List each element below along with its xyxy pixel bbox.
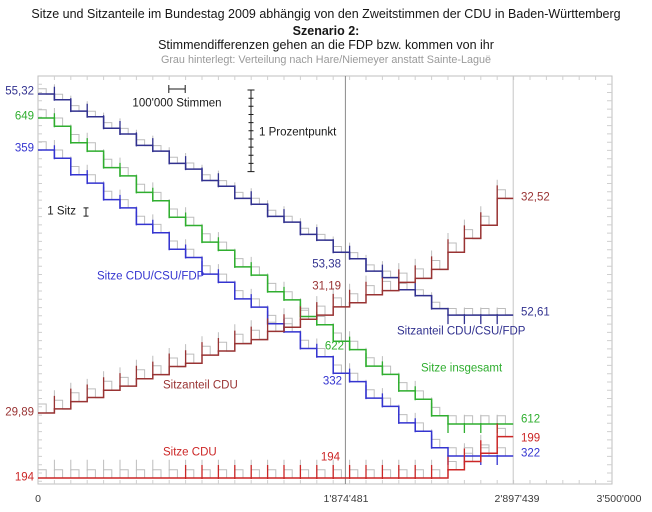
series-label-total: Sitze insgesamt [421, 362, 503, 375]
series-union-ticks [53, 145, 498, 465]
label-mid-cdu-pct: 31,19 [312, 280, 341, 293]
series-union-hare-niemeyer-ticks [53, 140, 498, 457]
series-union-hare-niemeyer-line [38, 141, 514, 457]
scenario-label: Szenario 2: [292, 24, 360, 38]
seat-scale-beam [83, 207, 89, 217]
x-tick-label-0: 0 [35, 492, 41, 505]
series-cdu_pct-hare-niemeyer-line [38, 189, 514, 414]
label-end-total: 612 [521, 413, 541, 426]
label-start-union-pct: 55,32 [5, 85, 34, 98]
legend-seat-scale: 1 Sitz [47, 205, 76, 218]
x-tick-label-1874481: 1'874'481 [323, 492, 369, 505]
label-mid-union-pct: 53,38 [312, 258, 341, 271]
page-title: Sitze und Sitzanteile im Bundestag 2009 … [31, 7, 621, 21]
series-union-line [38, 149, 514, 457]
votes-scale-bar [168, 85, 186, 93]
label-start-union: 359 [14, 142, 34, 155]
series-label-cdu-pct: Sitzanteil CDU [163, 379, 238, 392]
series-total-hare-niemeyer-line [38, 109, 514, 425]
series-cdu_pct-ticks [53, 185, 498, 410]
series-union_pct-line [38, 93, 514, 316]
series-cdu-hare-niemeyer-line [38, 427, 514, 479]
label-end-union: 322 [521, 447, 541, 460]
x-tick-label-3500000: 3'500'000 [596, 492, 642, 505]
axis-ticks [38, 76, 612, 484]
series-label-cdu: Sitze CDU [163, 446, 217, 459]
scenario-description: Stimmendifferenzen gehen an die FDP bzw.… [158, 38, 494, 52]
x-tick-label-2897439: 2'897'439 [494, 492, 540, 505]
percent-scale-ruler [247, 89, 255, 173]
legend-pct-scale: 1 Prozentpunkt [259, 126, 337, 139]
label-end-cdu: 199 [521, 432, 541, 445]
series-label-union: Sitze CDU/CSU/FDP [97, 270, 205, 283]
legend-votes-scale: 100'000 Stimmen [132, 97, 222, 110]
series-cdu-line [38, 435, 514, 479]
label-mid-cdu: 194 [320, 451, 340, 464]
label-start-cdu: 194 [14, 471, 34, 484]
series-cdu-hare-niemeyer-ticks [53, 418, 498, 471]
hare-niemeyer-note: Grau hinterlegt: Verteilung nach Hare/Ni… [160, 54, 492, 66]
series-total-line [38, 117, 514, 425]
series-cdu-ticks [184, 423, 498, 479]
label-start-cdu-pct: 29,89 [5, 406, 34, 419]
label-mid-union: 332 [322, 375, 342, 388]
series-label-union-pct: Sitzanteil CDU/CSU/FDP [397, 325, 526, 338]
label-start-total: 649 [14, 110, 34, 123]
label-end-union-pct: 52,61 [521, 306, 550, 319]
plot-frame [37, 75, 613, 485]
label-end-cdu-pct: 32,52 [521, 191, 550, 204]
label-mid-total: 622 [324, 340, 344, 353]
series-cdu_pct-line [38, 197, 514, 414]
